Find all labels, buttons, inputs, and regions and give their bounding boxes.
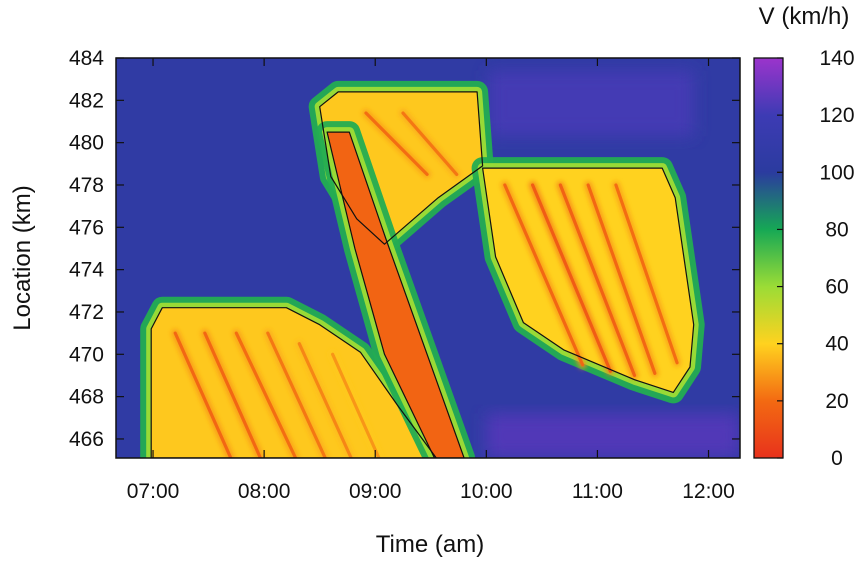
x-tick-label-6: 12:00	[682, 480, 735, 503]
y-tick-label-7: 478	[69, 174, 104, 197]
contour-3	[482, 167, 695, 393]
y-tick-label-5: 474	[69, 259, 104, 282]
stop-go-wave-9	[503, 183, 585, 367]
stop-go-wave-10	[531, 183, 612, 373]
stop-go-wave-5	[297, 342, 353, 458]
colorbar-gradient	[753, 57, 784, 459]
stop-go-wave-6	[331, 352, 381, 458]
x-tick-label-4: 10:00	[460, 480, 513, 503]
y-tick-label-3: 470	[69, 343, 104, 366]
plot-area	[116, 58, 740, 458]
x-tick-label-3: 09:00	[349, 480, 402, 503]
contour-4	[326, 131, 465, 458]
y-axis: 466 468 470 472 474 476 478 480 482 484	[69, 47, 740, 451]
stop-go-wave-7	[364, 111, 429, 177]
stop-go-wave-1	[173, 331, 233, 458]
x-tick-label-2: 08:00	[238, 480, 291, 503]
y-tick-label-10: 484	[69, 47, 104, 70]
stop-go-wave-13	[614, 183, 679, 365]
y-tick-label-6: 476	[69, 216, 104, 239]
x-tick-label-5: 11:00	[572, 480, 623, 503]
contour-1	[150, 307, 437, 458]
colorbar-title: V (km/h)	[759, 3, 850, 30]
fast-region-2	[486, 413, 740, 458]
colorbar-tick-label-4: 60	[825, 276, 848, 299]
y-tick-label-9: 482	[69, 89, 104, 112]
y-axis-title: Location (km)	[9, 185, 36, 330]
x-tick-label-1: 07:00	[127, 480, 180, 503]
colorbar-tick-label-3: 40	[825, 333, 848, 356]
y-tick-label-4: 472	[69, 301, 104, 324]
contour-lines	[150, 91, 695, 458]
plot-frame	[115, 57, 741, 459]
stop-go-wave-4	[266, 331, 327, 458]
x-axis: 07:00 08:00 09:00 10:00 11:00 12:00	[127, 58, 735, 503]
colorbar-tick-label-5: 80	[825, 218, 848, 241]
stop-go-wave-2	[203, 331, 263, 458]
colorbar-tick-label-1: 0	[831, 447, 843, 470]
colorbar-ticks: 0 20 40 60 80 100 120 140	[777, 47, 855, 470]
stop-go-wave-12	[586, 183, 657, 375]
contour-2	[319, 91, 484, 245]
colorbar-tick-label-7: 120	[819, 104, 854, 127]
fast-region-1	[488, 70, 694, 137]
colorbar-tick-label-6: 100	[819, 161, 854, 184]
x-axis-title: Time (am)	[376, 531, 484, 558]
stop-go-wave-3	[234, 331, 298, 458]
congestion-core-4	[327, 132, 465, 458]
stop-go-wave-11	[558, 183, 637, 378]
y-tick-label-2: 468	[69, 386, 104, 409]
colorbar: 0 20 40 60 80 100 120 140 V (km/h)	[753, 3, 855, 470]
colorbar-tick-label-2: 20	[825, 390, 848, 413]
colorbar-tick-label-8: 140	[819, 47, 854, 70]
stop-go-wave-8	[401, 111, 459, 177]
y-tick-label-8: 480	[69, 132, 104, 155]
y-tick-label-1: 466	[69, 428, 104, 451]
